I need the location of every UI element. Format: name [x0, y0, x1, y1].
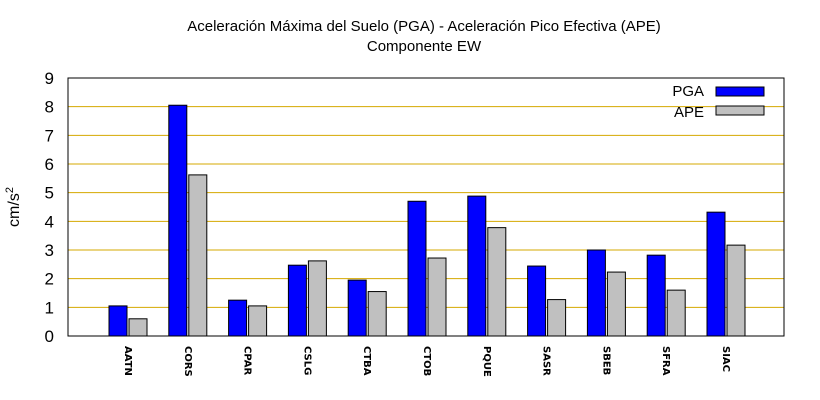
bar-ape-pque [487, 227, 507, 337]
x-tick-label-cslg: CSLG [301, 346, 312, 375]
y-tick-label: 2 [45, 270, 54, 289]
legend: PGA APE [672, 83, 765, 121]
y-tick-label: 9 [45, 69, 54, 88]
y-tick-label: 7 [45, 126, 54, 145]
y-axis-ticks: 0 1 2 3 4 5 6 7 8 9 [45, 69, 54, 346]
bar-ape-aatn [128, 318, 148, 337]
bar-pga-pque [467, 195, 487, 337]
y-tick-label: 8 [45, 98, 54, 117]
legend-swatch-pga [715, 86, 765, 97]
y-tick-label: 4 [45, 212, 54, 231]
svg-text:cm/s2: cm/s2 [4, 187, 23, 227]
bar-pga-aatn [108, 305, 128, 337]
y-tick-label: 0 [45, 327, 54, 346]
bar-ape-sfra [666, 289, 686, 337]
legend-swatch-ape [715, 105, 765, 116]
bar-ape-ctob [427, 257, 447, 337]
y-tick-label: 6 [45, 155, 54, 174]
legend-label-ape: APE [674, 104, 704, 121]
bar-ape-cpar [248, 305, 268, 337]
y-tick-label: 3 [45, 241, 54, 260]
bar-pga-cpar [228, 299, 248, 337]
x-tick-label-sasr: SASR [541, 346, 552, 376]
bar-pga-siac [706, 211, 726, 337]
plot-frame [67, 77, 785, 337]
bar-ape-siac [726, 244, 746, 337]
bar-pga-sasr [527, 265, 547, 337]
x-tick-label-sfra: SFRA [660, 346, 671, 376]
y-axis-label-superscript: 2 [4, 187, 16, 193]
y-tick-label: 1 [45, 298, 54, 317]
y-axis-label: cm/s2 [4, 187, 23, 227]
bar-pga-sfra [646, 254, 666, 337]
x-tick-label-sbeb: SBEB [600, 346, 611, 375]
x-tick-label-cors: CORS [182, 346, 193, 377]
bars [108, 104, 746, 337]
bar-pga-ctob [407, 200, 427, 337]
bar-ape-cors [188, 174, 208, 337]
bar-pga-cors [168, 104, 188, 337]
x-tick-label-siac: SIAC [720, 346, 731, 372]
y-tick-label: 5 [45, 184, 54, 203]
bar-ape-sasr [547, 299, 567, 337]
y-axis-label-text: cm/s [6, 193, 23, 227]
x-tick-label-cpar: CPAR [242, 346, 253, 375]
chart-title: Aceleración Máxima del Suelo (PGA) - Ace… [187, 18, 661, 35]
chart-subtitle: Componente EW [367, 38, 482, 55]
bar-ape-ctba [367, 291, 387, 337]
bar-pga-sbeb [586, 249, 606, 337]
x-tick-label-aatn: AATN [122, 346, 133, 376]
x-axis-ticks: AATN CORS CPAR CSLG CTBA CTOB PQUE SASR SBEB SFRA… [122, 346, 731, 377]
x-tick-label-pque: PQUE [481, 346, 492, 377]
bar-pga-cslg [287, 264, 307, 337]
x-tick-label-ctba: CTBA [361, 346, 372, 376]
legend-label-pga: PGA [672, 83, 704, 100]
bar-pga-ctba [347, 279, 367, 337]
bar-ape-sbeb [606, 271, 626, 337]
x-tick-label-ctob: CTOB [421, 346, 432, 376]
bar-ape-cslg [307, 260, 327, 337]
